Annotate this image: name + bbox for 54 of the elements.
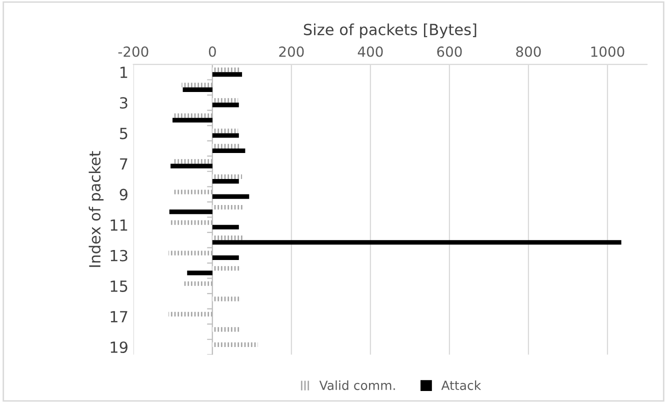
- legend-label: Valid comm.: [319, 380, 395, 390]
- bar: [212, 68, 240, 72]
- bar: [212, 327, 241, 332]
- bar: [169, 210, 212, 214]
- bar: [212, 255, 239, 260]
- y-tick-label: 15: [110, 280, 128, 292]
- y-tick-label: 9: [120, 188, 128, 200]
- y-axis-title: Index of packet: [88, 151, 104, 267]
- x-tick-label: -200: [118, 46, 148, 57]
- bar: [172, 190, 212, 194]
- bar: [212, 148, 246, 154]
- bar: [212, 296, 241, 302]
- y-tick-label: 13: [110, 250, 128, 262]
- y-tick-label: 5: [120, 128, 128, 140]
- bar: [168, 250, 212, 256]
- y-tick-label: 3: [120, 97, 128, 109]
- bar: [212, 102, 239, 108]
- x-tick-label: 800: [516, 46, 541, 57]
- bar: [212, 72, 242, 77]
- x-tick-label: 1000: [591, 46, 624, 57]
- bar: [212, 240, 622, 245]
- bar: [170, 164, 212, 168]
- bar: [212, 174, 242, 180]
- y-tick-label: 7: [120, 158, 128, 170]
- x-tick-label: 0: [208, 46, 216, 57]
- bar: [212, 128, 238, 134]
- bar: [212, 179, 239, 184]
- x-tick-label: 600: [437, 46, 462, 57]
- bar: [212, 236, 243, 240]
- bar: [168, 312, 212, 316]
- bar: [172, 159, 212, 164]
- y-tick-label: 1: [120, 66, 128, 78]
- x-tick-label: 400: [358, 46, 383, 57]
- bar: [212, 144, 240, 148]
- y-tick-label: 19: [110, 341, 128, 354]
- bar: [212, 224, 239, 230]
- bar: [182, 87, 212, 92]
- bar: [172, 118, 212, 123]
- bar: [172, 113, 212, 118]
- bar: [212, 266, 241, 271]
- bar: [182, 281, 212, 286]
- y-tick-label: 11: [110, 219, 128, 231]
- x-axis-title: Size of packets [Bytes]: [304, 23, 476, 38]
- bar: [182, 82, 212, 88]
- bar: [212, 133, 239, 138]
- y-tick-label: 17: [110, 311, 128, 322]
- bar: [212, 204, 243, 210]
- bar: [212, 194, 250, 199]
- bar: [187, 270, 212, 276]
- x-tick-label: 200: [279, 46, 304, 57]
- bar: [212, 342, 258, 348]
- legend-label: Attack: [441, 380, 482, 390]
- bar: [170, 220, 212, 225]
- bar: [212, 98, 238, 103]
